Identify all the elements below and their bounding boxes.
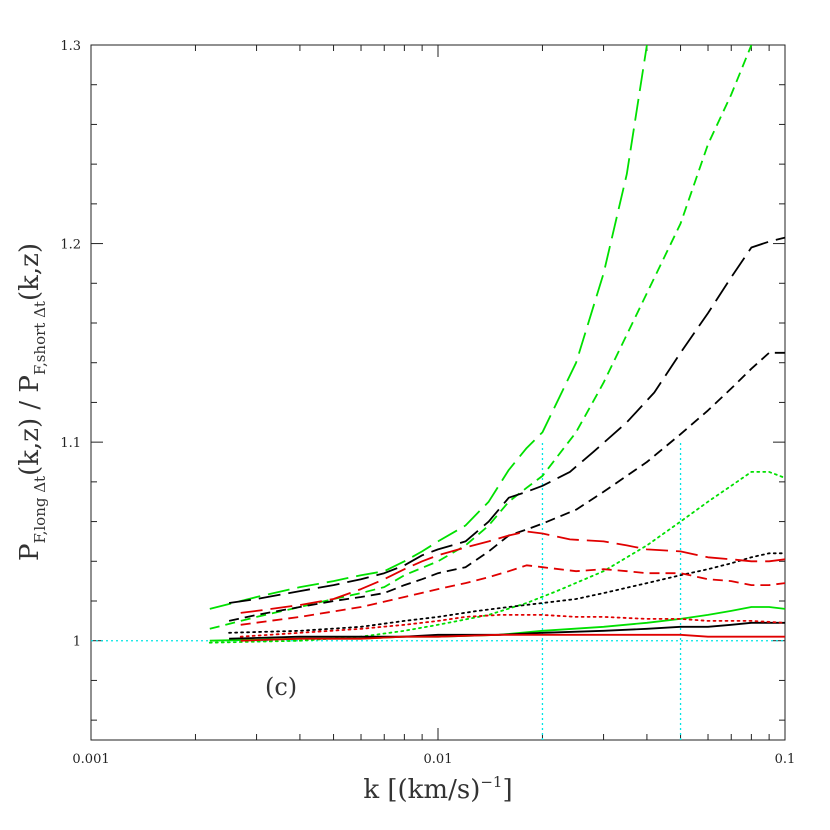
series-line-red-solid [240,633,785,642]
series-line-black-long-dash [228,236,785,604]
y-tick-label: 1 [73,635,81,650]
plot-frame [90,44,786,741]
x-tick-label: 0.1 [775,752,796,767]
y-axis-title-p1: P [15,543,45,561]
series-line-black-solid [229,621,785,640]
x-axis-title-tail: ] [502,775,512,805]
y-tick-label: 1.3 [60,39,81,54]
series-line-green-long-dash [209,45,648,610]
series-line-black-short-dash [228,351,785,622]
panel-label: (c) [265,673,297,701]
x-axis-title-main: k [(km/s) [363,775,480,805]
x-axis-title-sup: −1 [480,773,502,791]
y-tick-label: 1.2 [60,238,81,253]
tick-labels: 0.001 0.01 0.1 1 1.1 1.2 1.3 [60,39,795,767]
y-axis-title-sub2: F,short Δt [31,301,49,375]
series-line-green-short-dash [209,45,753,630]
y-axis-title-tail: (k,z) [15,243,45,301]
y-axis-title-sub1: F,long Δt [31,476,49,544]
y-axis-title-mid: (k,z) / P [15,375,45,476]
x-tick-label: 0.01 [424,752,453,767]
series-line-green-dotted [208,470,785,644]
axis-ticks [90,44,785,740]
x-axis-title: k [(km/s)−1] [363,773,512,805]
series-line-red-dotted [239,614,785,638]
series-line-red-short-dash [240,564,785,626]
series-group [208,45,785,644]
y-tick-label: 1.1 [60,436,81,451]
x-tick-label: 0.001 [72,752,109,767]
series-line-black-dotted [228,552,785,634]
series-line-red-long-dash [240,530,785,614]
reference-lines [91,442,785,740]
y-axis-title: PF,long Δt(k,z) / PF,short Δt(k,z) [15,243,49,561]
